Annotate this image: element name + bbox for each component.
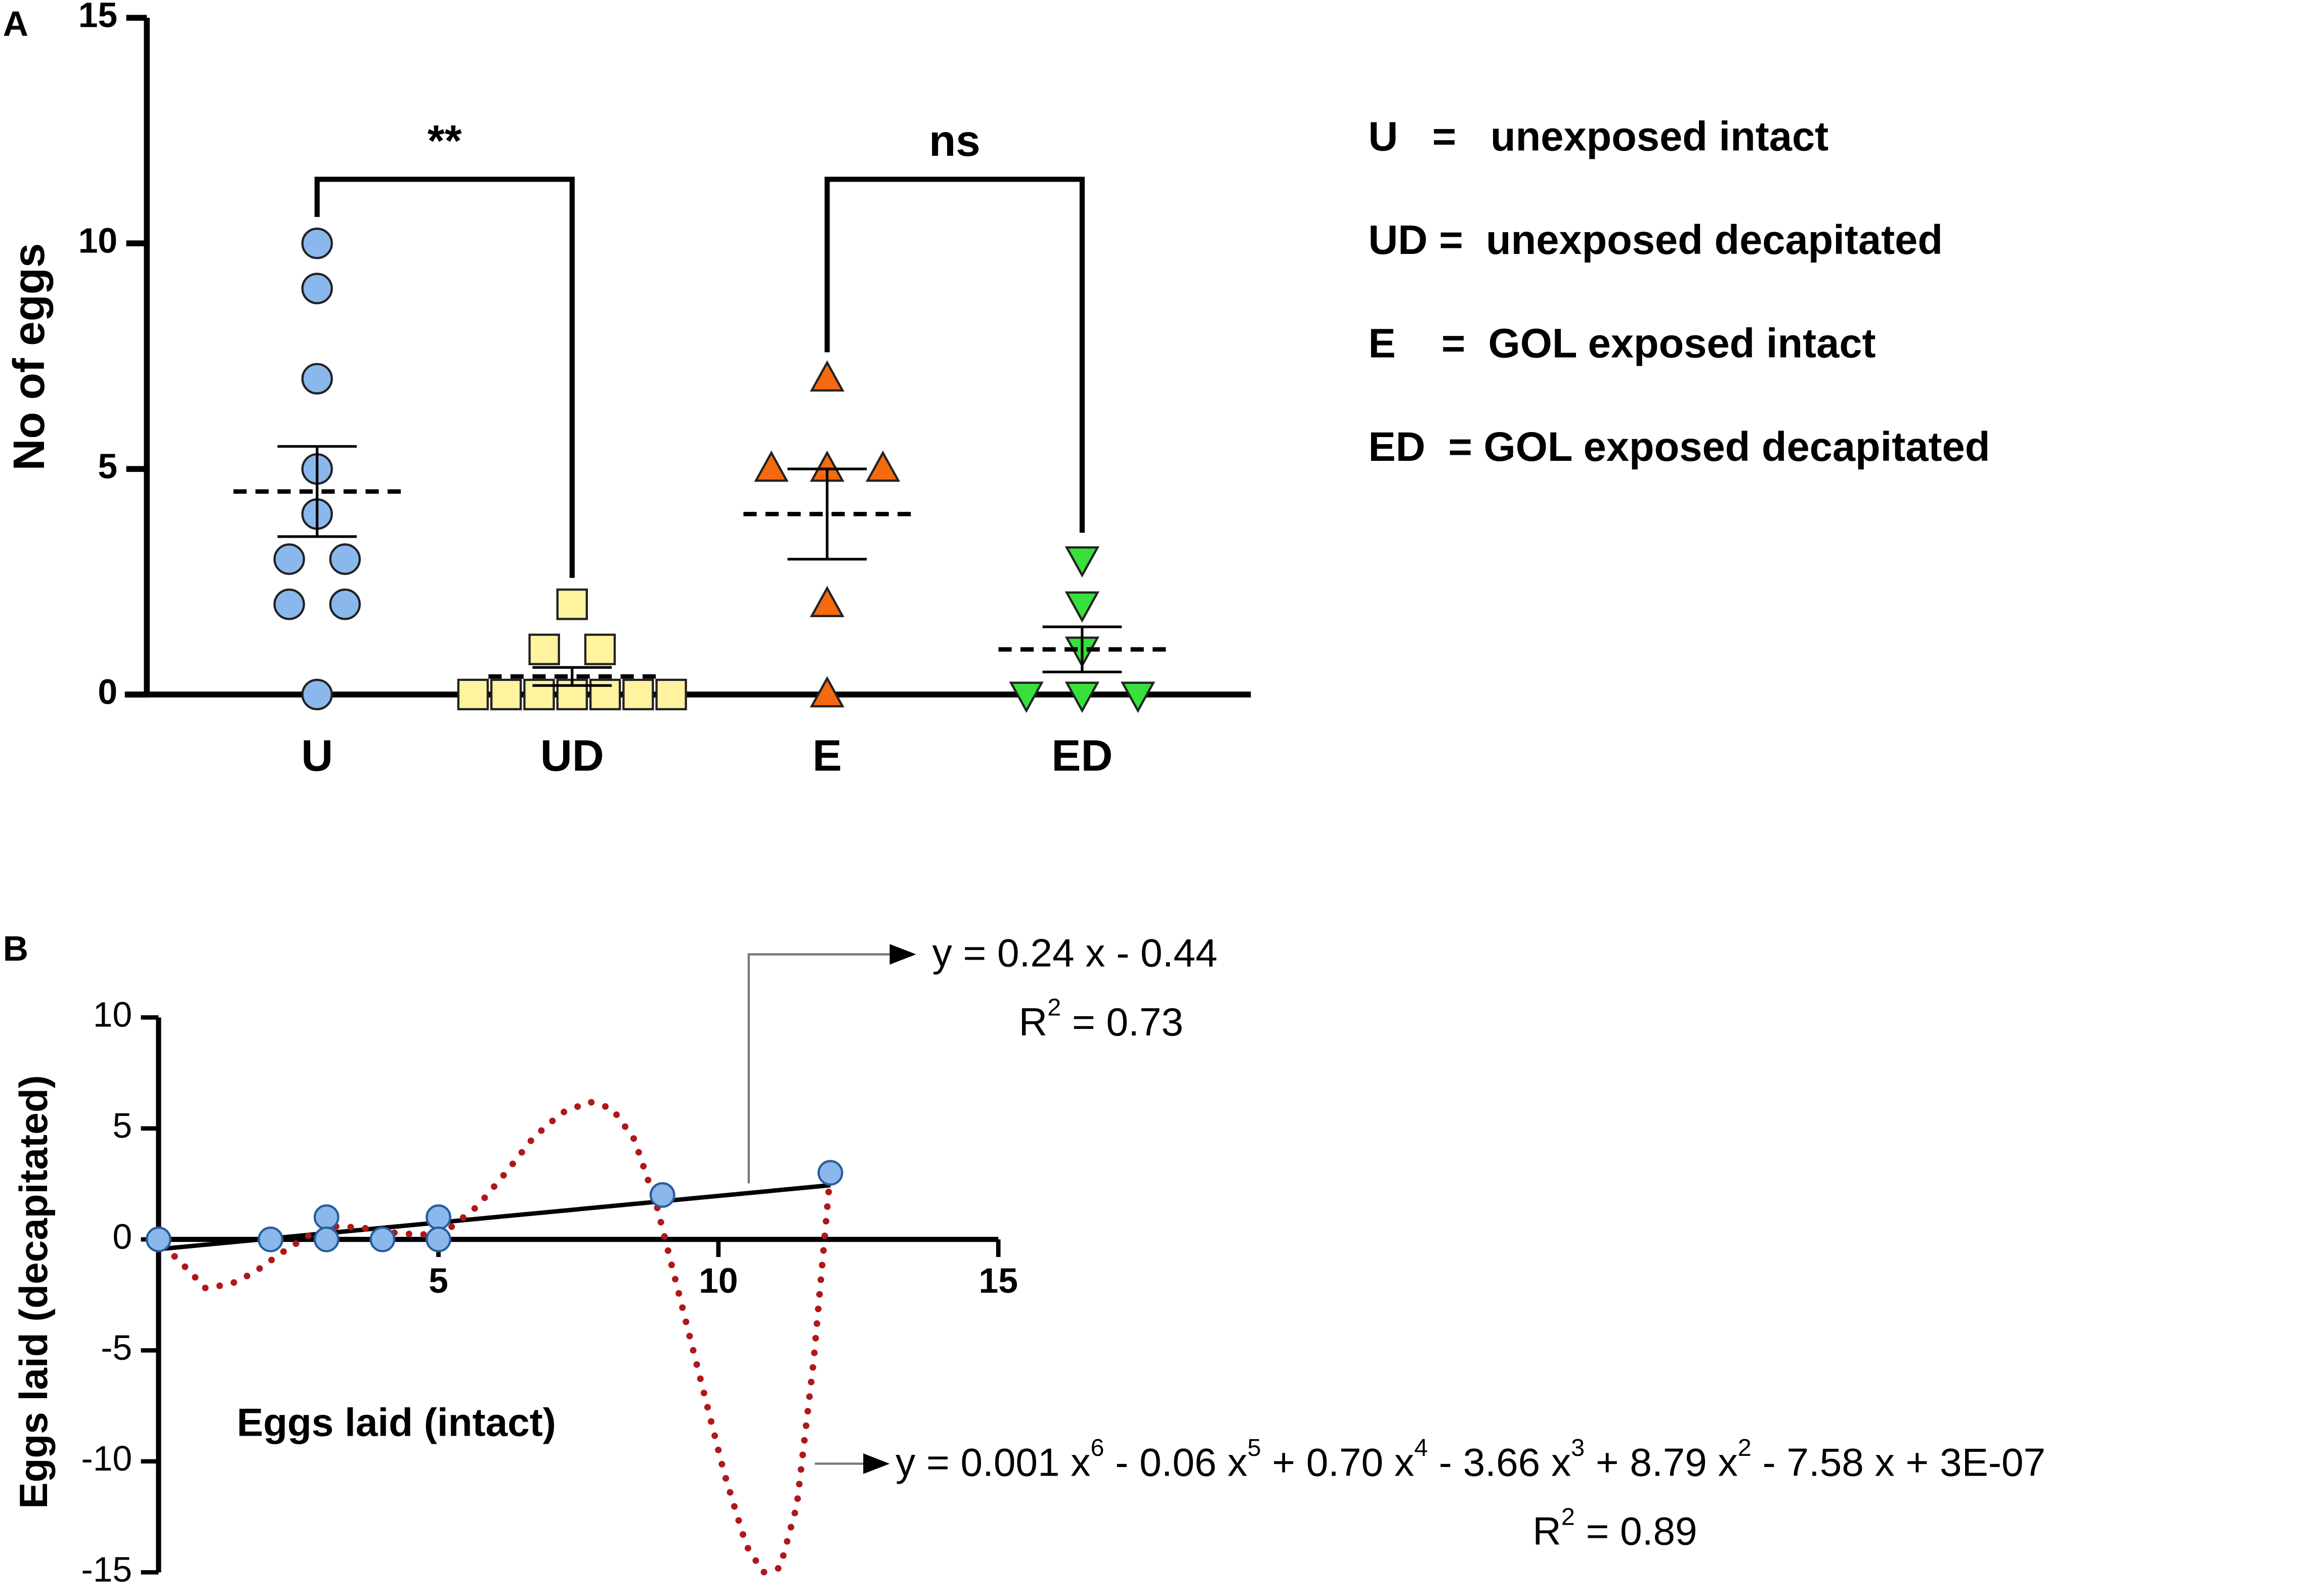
significance-bracket [824,177,1085,533]
equation-part: + 8.79 x [1585,1440,1738,1484]
data-point [809,676,845,708]
data-point [754,450,789,482]
equation-part: = 0.89 [1575,1508,1697,1553]
x-tick-label: ED [1051,731,1113,781]
data-point [490,678,522,711]
equation: y = 0.001 x6 - 0.06 x5 + 0.70 x4 - 3.66 … [896,1434,2045,1484]
annotation-connector [747,953,893,1184]
x-tick-label: E [813,731,842,781]
y-tick-label: -5 [101,1328,132,1367]
data-point [425,1226,452,1253]
data-point [556,588,588,620]
error-bar [277,445,357,538]
legend-note: UD = unexposed decapitated [1368,217,1943,263]
y-tick-label: 0 [112,1217,132,1256]
data-point [369,1226,396,1253]
equation: R2 = 0.89 [1532,1503,1697,1553]
y-axis-label: Eggs laid (decapitated) [11,1075,56,1508]
error-bar [787,467,867,560]
x-tick-label: 10 [699,1261,738,1301]
polynomial-fit [160,1098,834,1576]
data-point [329,543,361,575]
data-point [1064,591,1100,623]
y-tick-label: 5 [98,446,117,486]
equation-part: R [1019,1000,1048,1044]
data-point [1064,546,1100,578]
data-point [584,633,616,665]
data-point [146,1226,172,1253]
superscript: 4 [1414,1434,1428,1461]
data-point [1009,681,1044,713]
y-tick-label: 5 [112,1106,132,1145]
data-point [313,1204,339,1230]
legend-note: ED = GOL exposed decapitated [1368,424,1990,470]
legend-note: E = GOL exposed intact [1368,321,1875,367]
superscript: 2 [1561,1503,1575,1530]
data-point [301,678,333,711]
y-tick-label: -15 [81,1550,133,1589]
panel-label: A [3,4,28,44]
data-point [865,450,901,482]
y-tick-label: 0 [98,672,117,711]
equation: y = 0.24 x - 0.44 [932,930,1218,975]
data-point [273,543,305,575]
equation-part: - 7.58 x + 3E-07 [1752,1440,2045,1484]
data-point [301,363,333,395]
data-point [809,586,845,617]
data-point [313,1226,339,1253]
error-bar [1042,625,1122,673]
equation-part: R [1532,1508,1561,1553]
data-point [622,678,654,711]
y-tick-label: 15 [78,0,117,35]
equation: R2 = 0.73 [1019,994,1183,1044]
significance-label: ** [428,116,462,165]
data-point [301,227,333,260]
significance-bracket [314,177,575,578]
data-point [273,588,305,620]
panel-label: B [3,929,28,968]
equation-part: - 0.06 x [1104,1440,1247,1484]
superscript: 3 [1571,1434,1585,1461]
legend-note: U = unexposed intact [1368,114,1828,160]
data-point [457,678,489,711]
significance-label: ns [929,116,981,165]
error-bar [532,666,612,687]
equation-part: - 3.66 x [1428,1440,1571,1484]
data-point [528,633,560,665]
y-tick-label: -10 [81,1439,133,1478]
data-point [329,588,361,620]
arrow-head [889,944,916,965]
equation-part: = 0.73 [1061,1000,1183,1044]
x-tick-label: UD [540,731,604,781]
equation-part: y = 0.001 x [896,1440,1090,1484]
data-point [425,1204,452,1230]
data-point [1121,681,1156,713]
data-point [258,1226,284,1253]
superscript: 2 [1047,994,1061,1021]
data-point [649,1182,675,1208]
superscript: 6 [1090,1434,1104,1461]
equation-part: y = 0.24 x - 0.44 [932,930,1218,975]
data-point [817,1160,843,1186]
x-axis-label: Eggs laid (intact) [237,1400,556,1445]
y-tick-label: 10 [78,221,117,260]
data-point [301,273,333,305]
x-tick-label: 5 [429,1261,448,1301]
data-point [809,360,845,392]
x-tick-label: U [301,731,333,781]
x-tick-label: 15 [978,1261,1017,1301]
equation-part: + 0.70 x [1261,1440,1414,1484]
data-point [1064,681,1100,713]
arrow-head [863,1453,890,1474]
superscript: 2 [1738,1434,1752,1461]
data-point [655,678,687,711]
superscript: 5 [1247,1434,1261,1461]
y-axis-label: No of eggs [5,243,54,471]
y-tick-label: 10 [93,995,132,1034]
